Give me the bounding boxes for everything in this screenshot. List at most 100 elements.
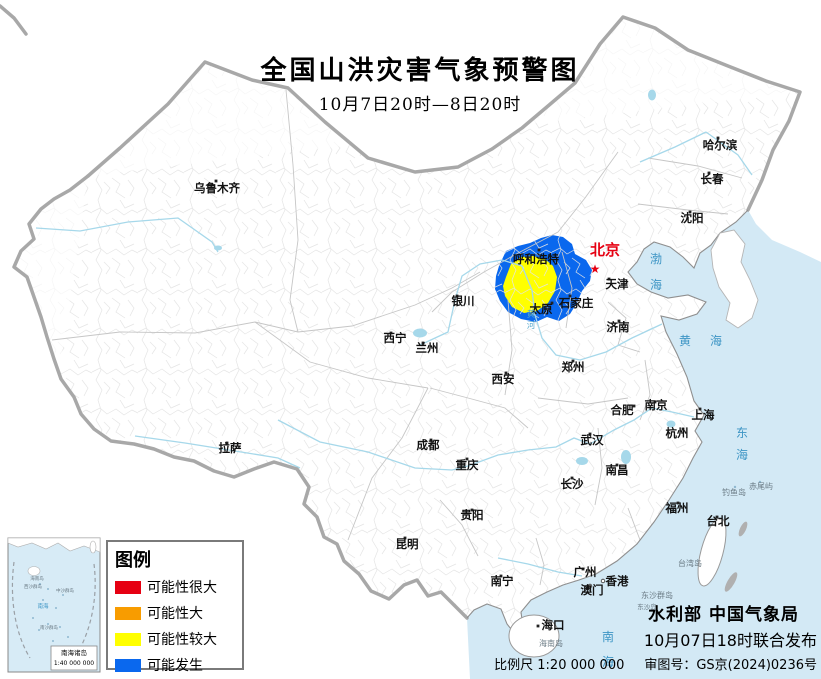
city-label-lasa: 拉萨 [219,441,242,455]
legend-swatch-yellow [115,632,141,646]
lakes [214,89,676,465]
capital-star-icon: ★ [590,262,601,276]
city-haikou: 海口 [536,618,565,632]
city-marker-icon [588,432,592,436]
city-marker-icon [688,210,692,214]
city-marker-icon [403,536,407,540]
city-shijiazhuang: 石家庄 [558,294,594,310]
geo-label-river-huanghe: 黄河 [527,309,536,331]
map-title: 全国山洪灾害气象预警图 [260,56,580,86]
city-changsha: 长沙 [561,476,584,491]
city-marker-icon [581,567,585,571]
city-xianggang: 香港 [600,574,629,588]
svg-text:海: 海 [650,277,662,292]
city-label-shanghai: 上海 [692,408,715,422]
city-wuhan: 武汉 [581,432,604,447]
geo-label-sea-huanghai: 黄海 [679,333,722,348]
svg-text:东: 东 [736,426,748,440]
svg-text:海南岛: 海南岛 [539,638,563,648]
issuing-agencies: 水利部 中国气象局 [648,605,799,625]
city-zhengzhou: 郑州 [562,359,585,374]
city-label-aomen: 澳门 [581,583,604,597]
legend-label-relatively-likely: 可能性较大 [147,632,217,648]
city-marker-icon [676,501,680,505]
city-label-nanjing: 南京 [645,398,668,412]
inset-label-3: 南海 [37,602,49,610]
border-fragment-topleft [0,4,28,36]
geo-label-island-taiwandao: 台湾岛 [678,558,702,568]
city-shenyang: 沈阳 [681,210,704,225]
city-nanning: 南宁 [491,574,514,588]
city-marker-icon [607,277,611,281]
city-marker-icon [536,624,540,628]
legend-swatch-blue [115,658,141,672]
city-label-huhehaote: 呼和浩特 [513,252,559,266]
inset-islands [32,583,69,642]
city-marker-icon [632,404,636,408]
city-label-zhengzhou: 郑州 [562,360,585,374]
national-border-southwest [12,174,469,620]
ryukyu-island-2 [724,572,738,592]
inset-label-0: 海南岛 [30,575,44,582]
city-xian: 西安 [492,371,515,386]
city-marker-icon [470,508,474,512]
city-chengdu: 成都 [417,438,440,452]
city-label-tianjin: 天津 [606,277,629,291]
map-labels: 乌鲁木齐 哈尔滨长春沈阳呼和浩特 ★ 北京天津石家庄太原 银川济南西宁兰州郑州西安合肥南… [194,136,773,669]
map-subtitle: 10月7日20时—8日20时 [318,95,522,115]
city-yinchuan: 银川 [452,294,475,308]
svg-text:海: 海 [736,447,748,462]
svg-text:河: 河 [527,320,536,331]
city-huhehaote: 呼和浩特 [513,248,559,266]
inset-label-1: 西沙群岛 [24,583,42,590]
city-marker-icon [600,578,606,584]
city-marker-icon [707,171,711,175]
city-label-xianggang: 香港 [605,574,629,588]
city-taiyuan: 太原 [529,301,554,316]
taiwan-island [697,517,727,587]
city-label-lanzhou: 兰州 [416,341,439,355]
city-marker-icon [214,179,218,183]
national-border-north [86,15,802,212]
geo-label-island-chiweiyu: 赤尾屿 [749,482,773,491]
city-guiyang: 贵阳 [461,508,484,522]
city-marker-icon [429,438,433,442]
city-haerbin: 哈尔滨 [703,136,738,152]
city-label-wulumuqi: 乌鲁木齐 [194,181,240,195]
legend-row-likely: 可能性大 [108,600,242,626]
geo-label-island-hainandao: 海南岛 [539,638,563,648]
geo-label-sea-bohai: 渤海 [650,252,662,292]
inset-label-4: 南沙群岛 [40,624,58,631]
city-beijing: ★ 北京 [590,241,620,276]
inset-label-2: 中沙群岛 [56,587,74,594]
city-label-chengdu: 成都 [417,438,440,452]
hainan-island [508,614,560,658]
city-label-xining: 西宁 [384,331,407,345]
svg-text:南: 南 [602,629,614,644]
city-marker-icon [571,359,575,363]
legend: 图例 可能性很大 可能性大 可能性较大 可能发生 [106,540,244,674]
city-marker-icon [615,463,619,467]
geo-label-island-dongshadao: 东沙岛 [637,602,657,611]
city-label-haerbin: 哈尔滨 [703,138,738,152]
legend-label-very-likely: 可能性很大 [147,580,217,596]
svg-text:渤: 渤 [650,252,662,266]
city-label-kunming: 昆明 [396,537,419,551]
city-xining: 西宁 [384,331,407,345]
legend-swatch-red [115,580,141,594]
map-scale: 比例尺 1:20 000 000 [494,658,625,673]
legend-label-likely: 可能性大 [147,606,203,622]
geo-label-island-diaoyudao: 钓鱼岛 [722,487,746,497]
city-marker-icon [537,248,541,252]
city-aomen: 澳门 [581,583,604,597]
city-fuzhou: 福州 [665,501,689,515]
city-lasa: 拉萨 [219,441,242,455]
city-hefei: 合肥 [611,403,636,417]
legend-label-possible: 可能发生 [147,658,203,674]
svg-text:钓鱼岛: 钓鱼岛 [722,487,746,497]
geo-label-island-dongshaqundao: 东沙群岛 [641,590,673,600]
